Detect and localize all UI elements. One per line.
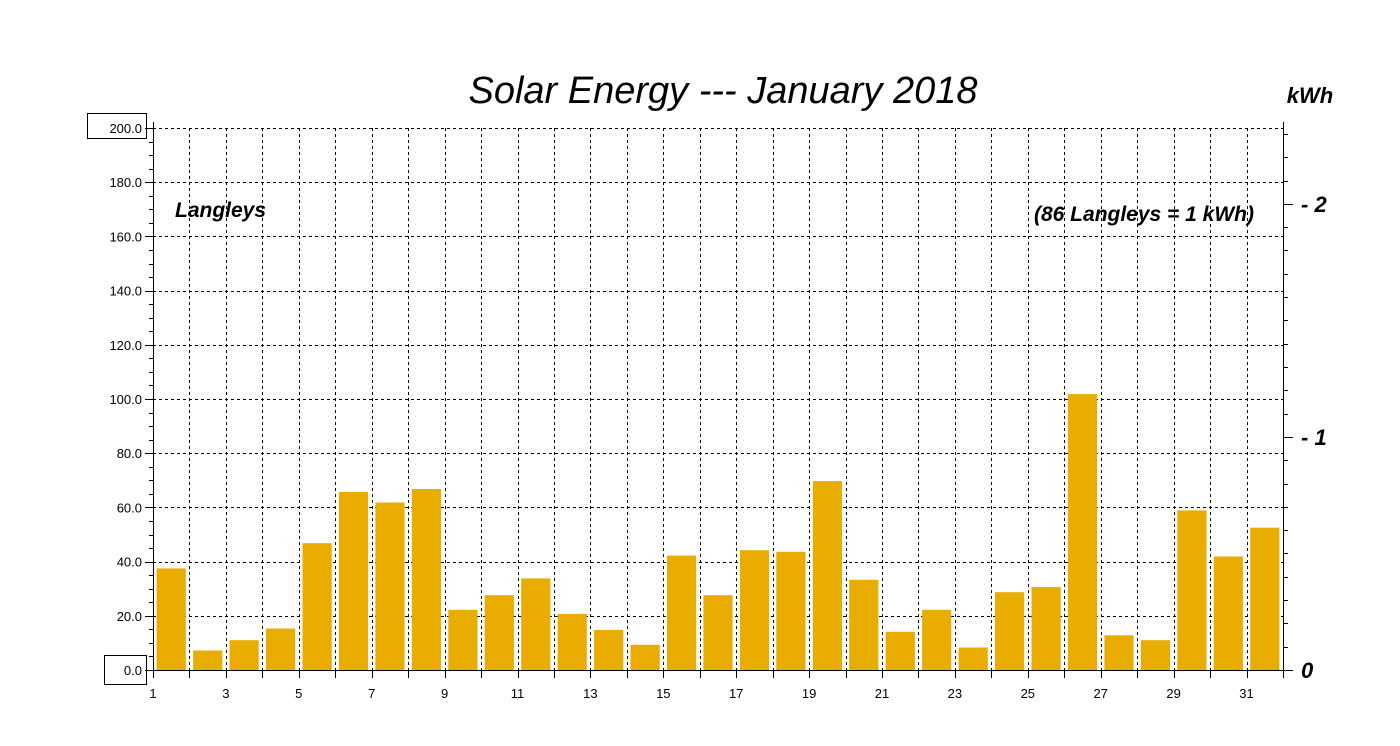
- bar-day-8: [411, 489, 441, 670]
- left-tick-label: 20.0: [117, 609, 142, 624]
- right-tick-label: - 1: [1301, 425, 1327, 450]
- x-tick-label: 15: [656, 686, 670, 701]
- left-tick-label: 0.0: [124, 663, 142, 678]
- bar-day-31: [1250, 527, 1280, 670]
- bar-day-12: [557, 613, 587, 670]
- left-axis-unit-label: Langleys: [175, 199, 266, 222]
- conversion-annotation: (86 Langleys = 1 kWh): [1034, 203, 1254, 226]
- bar-day-17: [739, 550, 770, 670]
- y-max-label-box: [87, 113, 147, 139]
- left-tick-label: 180.0: [109, 175, 142, 190]
- x-tick-label: 21: [875, 686, 889, 701]
- bar-day-5: [302, 543, 332, 670]
- left-tick-label: 140.0: [109, 284, 142, 299]
- axes: 0.0 20.0 40.0 60.0 80.0 100.0 120.0 140.0 160.0 1…: [87, 113, 1327, 701]
- x-tick-label: 11: [511, 686, 525, 701]
- x-tick-label: 19: [802, 686, 816, 701]
- bar-day-13: [594, 629, 624, 670]
- bar-day-30: [1213, 556, 1243, 670]
- bar-day-25: [1031, 587, 1061, 670]
- bar-day-23: [958, 647, 988, 670]
- x-tick-label: 9: [441, 686, 448, 701]
- left-tick-label: 120.0: [109, 338, 142, 353]
- bar-day-22: [922, 609, 952, 670]
- bar-day-11: [521, 578, 551, 670]
- bar-day-19: [812, 481, 842, 670]
- grid-lines: [153, 128, 1284, 670]
- bar-day-21: [885, 631, 915, 670]
- bar-day-2: [193, 650, 223, 670]
- bar-day-10: [484, 595, 514, 670]
- x-tick-label: 25: [1021, 686, 1035, 701]
- left-tick-label: 200.0: [109, 121, 142, 136]
- left-tick-label: 60.0: [117, 500, 142, 515]
- x-tick-label: 23: [948, 686, 962, 701]
- x-tick-label: 3: [222, 686, 229, 701]
- bar-day-28: [1140, 640, 1170, 670]
- x-tick-label: 5: [295, 686, 302, 701]
- bar-day-29: [1177, 510, 1207, 670]
- bar-day-6: [338, 492, 369, 670]
- bar-day-26: [1067, 394, 1098, 670]
- left-tick-label: 160.0: [109, 229, 142, 244]
- chart-title: Solar Energy --- January 2018: [468, 70, 977, 112]
- x-tick-label: 1: [149, 686, 156, 701]
- x-tick-label: 7: [368, 686, 375, 701]
- bar-day-18: [776, 551, 806, 670]
- bar-day-20: [849, 579, 879, 670]
- x-tick-label: 13: [583, 686, 597, 701]
- bar-day-24: [995, 592, 1025, 670]
- right-tick-label: 0: [1301, 658, 1314, 683]
- bar-day-14: [630, 644, 660, 670]
- right-axis-unit-label: kWh: [1287, 83, 1333, 108]
- bar-day-16: [703, 595, 733, 670]
- y-min-label-box: [104, 655, 147, 685]
- bar-day-3: [229, 640, 259, 670]
- right-tick-label: - 2: [1301, 192, 1327, 217]
- left-tick-label: 80.0: [117, 446, 142, 461]
- bar-day-4: [266, 628, 296, 670]
- bar-day-15: [667, 555, 697, 670]
- bar-day-9: [448, 609, 478, 670]
- bar-day-1: [156, 568, 186, 670]
- left-tick-label: 40.0: [117, 555, 142, 570]
- left-tick-label: 100.0: [109, 392, 142, 407]
- bars: [156, 394, 1280, 670]
- x-tick-label: 31: [1239, 686, 1253, 701]
- x-tick-label: 17: [729, 686, 743, 701]
- x-tick-label: 29: [1166, 686, 1180, 701]
- bar-day-7: [375, 502, 405, 670]
- x-tick-label: 27: [1093, 686, 1107, 701]
- bar-day-27: [1104, 635, 1134, 670]
